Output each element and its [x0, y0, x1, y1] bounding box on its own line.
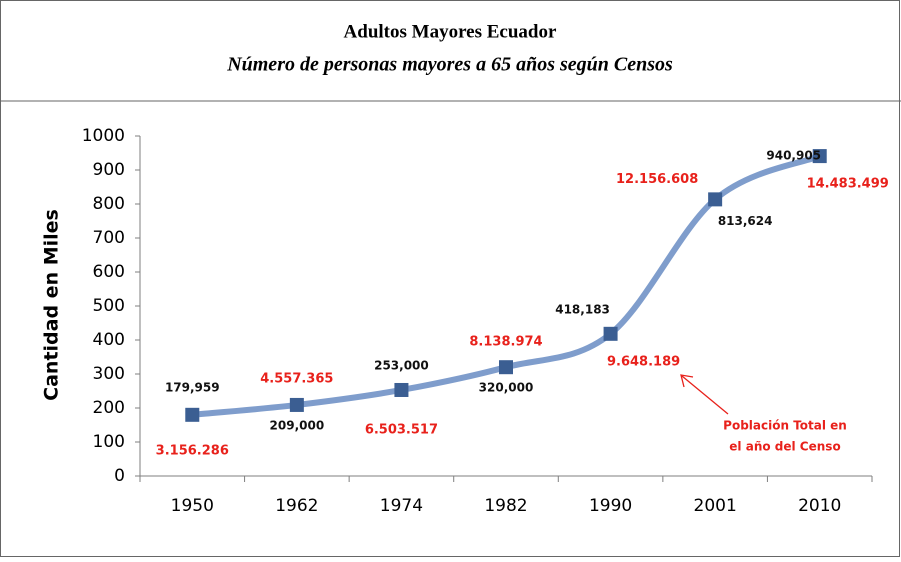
- data-label: 253,000: [374, 358, 429, 372]
- x-tick-label: 1974: [380, 496, 423, 516]
- x-tick-label: 2010: [798, 496, 841, 516]
- y-tick-label: 900: [93, 160, 125, 180]
- chart-title: Adultos Mayores Ecuador: [344, 21, 557, 42]
- y-tick-label: 0: [114, 466, 125, 486]
- population-label: 8.138.974: [469, 335, 542, 350]
- x-tick-label: 2001: [694, 496, 737, 516]
- population-label: 6.503.517: [365, 422, 438, 437]
- marker: [185, 407, 200, 422]
- annotation: el año del Censo: [729, 440, 840, 454]
- x-tick-label: 1990: [589, 496, 632, 516]
- y-tick-label: 1000: [82, 126, 125, 146]
- y-tick-label: 100: [93, 432, 125, 452]
- population-label: 3.156.286: [156, 443, 229, 458]
- chart-subtitle: Número de personas mayores a 65 años seg…: [226, 54, 673, 76]
- x-tick-label: 1950: [171, 496, 214, 516]
- population-label: 12.156.608: [616, 172, 698, 187]
- x-tick-label: 1962: [275, 496, 318, 516]
- y-tick-label: 300: [93, 364, 125, 384]
- marker: [289, 397, 304, 412]
- x-tick-label: 1982: [484, 496, 527, 516]
- marker: [603, 326, 618, 341]
- marker: [394, 382, 409, 397]
- population-label: 14.483.499: [807, 177, 889, 192]
- data-label: 940,905: [766, 149, 821, 163]
- y-tick-label: 400: [93, 330, 125, 350]
- population-label: 9.648.189: [607, 354, 680, 369]
- marker: [499, 360, 513, 375]
- y-tick-label: 500: [93, 296, 125, 316]
- annotation-arrow: [681, 375, 729, 415]
- annotation: Población Total en: [723, 419, 847, 433]
- population-label: 4.557.365: [260, 371, 333, 386]
- y-tick-label: 700: [93, 228, 125, 248]
- y-tick-label: 800: [93, 194, 125, 214]
- data-label: 320,000: [479, 381, 534, 395]
- data-label: 418,183: [555, 302, 610, 316]
- y-tick-label: 200: [93, 398, 125, 418]
- data-label: 209,000: [270, 418, 325, 432]
- y-tick-label: 600: [93, 262, 125, 282]
- data-label: 179,959: [165, 380, 220, 394]
- marker: [812, 149, 827, 164]
- marker: [708, 192, 723, 207]
- y-axis-label: Cantidad en Miles: [41, 209, 63, 401]
- annotation-arrowhead: [680, 374, 694, 388]
- data-label: 813,624: [718, 214, 773, 228]
